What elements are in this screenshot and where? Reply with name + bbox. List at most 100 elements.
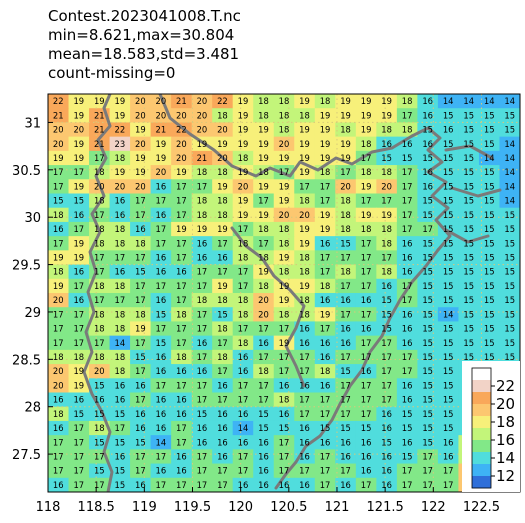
cell-value: 17 bbox=[53, 167, 64, 177]
cell-value: 17 bbox=[238, 451, 249, 461]
cell-value-labels: 22 19 19 19 20 20 21 20 22 19 18 18 19 18 19 19 19 18 16 14… bbox=[53, 96, 515, 490]
y-tick-label: 30 bbox=[24, 211, 41, 226]
colorbar-swatch bbox=[472, 416, 491, 429]
cell-value: 16 bbox=[217, 451, 228, 461]
heatmap-cell bbox=[458, 207, 480, 223]
heatmap-cell bbox=[273, 463, 295, 479]
cell-value: 17 bbox=[361, 309, 372, 319]
cell-value: 16 bbox=[197, 338, 208, 348]
heatmap-cell bbox=[109, 349, 131, 365]
cell-value: 17 bbox=[279, 324, 290, 334]
cell-value: 15 bbox=[463, 238, 474, 248]
heatmap-cell bbox=[294, 193, 316, 209]
cell-value: 16 bbox=[402, 395, 413, 405]
cell-value: 17 bbox=[320, 480, 331, 490]
heatmap-cell bbox=[109, 406, 131, 422]
heatmap-cell bbox=[48, 136, 70, 152]
heatmap-cell bbox=[171, 193, 193, 209]
cell-value: 17 bbox=[217, 238, 228, 248]
heatmap-cell bbox=[191, 108, 213, 124]
cell-value: 17 bbox=[320, 267, 331, 277]
cell-value: 19 bbox=[238, 139, 249, 149]
cell-value: 19 bbox=[73, 181, 84, 191]
heatmap-cell bbox=[458, 293, 480, 308]
heatmap-cell bbox=[191, 477, 213, 492]
cell-value: 19 bbox=[114, 96, 125, 106]
heatmap-cell bbox=[68, 449, 90, 465]
min-max-stat: min=8.621,max=30.804 bbox=[48, 26, 235, 44]
heatmap-cell bbox=[437, 94, 460, 109]
cell-value: 16 bbox=[238, 366, 249, 376]
cell-value: 15 bbox=[484, 267, 495, 277]
heatmap-cell bbox=[335, 150, 357, 166]
cell-value: 17 bbox=[258, 196, 269, 206]
cell-value: 20 bbox=[197, 96, 208, 106]
heatmap-cell bbox=[89, 321, 111, 337]
cell-value: 17 bbox=[361, 267, 372, 277]
cell-value: 19 bbox=[279, 338, 290, 348]
heatmap-cell bbox=[150, 207, 172, 223]
longitude-axis: 118 118.5 119 119.5 120 120.5 121 121.5 122 122.5 bbox=[36, 487, 500, 515]
heatmap-cell bbox=[232, 108, 254, 124]
heatmap-cell bbox=[89, 349, 111, 365]
cell-value: 17 bbox=[217, 466, 228, 476]
colorbar-swatch bbox=[472, 452, 491, 465]
cell-value: 19 bbox=[73, 110, 84, 120]
cell-value: 16 bbox=[197, 437, 208, 447]
heatmap-cell bbox=[232, 335, 254, 351]
cell-value: 15 bbox=[443, 352, 454, 362]
heatmap-cell bbox=[478, 293, 501, 308]
heatmap-cell bbox=[150, 264, 172, 280]
cell-value: 17 bbox=[73, 466, 84, 476]
cell-value: 17 bbox=[53, 324, 64, 334]
heatmap-cell bbox=[294, 293, 316, 308]
cell-value: 16 bbox=[402, 238, 413, 248]
cell-value: 17 bbox=[176, 480, 187, 490]
heatmap-cell bbox=[130, 165, 152, 180]
heatmap-cell bbox=[253, 207, 275, 223]
coastline-bay bbox=[410, 126, 452, 252]
heatmap-cell bbox=[335, 321, 357, 337]
heatmap-cell bbox=[376, 221, 398, 237]
cell-value: 17 bbox=[320, 324, 331, 334]
cell-value: 16 bbox=[114, 210, 125, 220]
cell-value: 19 bbox=[73, 139, 84, 149]
heatmap-cell bbox=[335, 349, 357, 365]
cell-value: 17 bbox=[361, 196, 372, 206]
cell-value: 18 bbox=[217, 352, 228, 362]
heatmap-cell bbox=[109, 136, 131, 152]
heatmap-cell bbox=[355, 207, 377, 223]
heatmap-cell bbox=[232, 307, 254, 323]
cell-value: 15 bbox=[381, 295, 392, 305]
cell-value: 17 bbox=[94, 210, 105, 220]
heatmap-cell bbox=[458, 307, 480, 323]
cell-value: 19 bbox=[381, 110, 392, 120]
heatmap-cell bbox=[376, 378, 398, 394]
heatmap-cell bbox=[499, 108, 520, 124]
heatmap-cell bbox=[212, 250, 234, 266]
heatmap-cell bbox=[478, 108, 501, 124]
heatmap-cell bbox=[109, 221, 131, 237]
heatmap-cell bbox=[232, 463, 254, 479]
heatmap-cell bbox=[232, 179, 254, 195]
cell-value: 16 bbox=[197, 366, 208, 376]
cell-value: 17 bbox=[135, 281, 146, 291]
cell-value: 20 bbox=[53, 380, 64, 390]
cell-value: 17 bbox=[94, 153, 105, 163]
cell-value: 14 bbox=[114, 338, 125, 348]
heatmap-cell bbox=[48, 307, 70, 323]
cell-value: 17 bbox=[340, 167, 351, 177]
cell-value: 18 bbox=[197, 295, 208, 305]
heatmap-cell bbox=[89, 463, 111, 479]
y-tick-label: 29 bbox=[24, 306, 41, 321]
cell-value: 18 bbox=[381, 267, 392, 277]
cell-value: 15 bbox=[340, 423, 351, 433]
heatmap-cell bbox=[68, 307, 90, 323]
heatmap-cell bbox=[355, 378, 377, 394]
heatmap-cell bbox=[212, 364, 234, 379]
heatmap-cell bbox=[437, 420, 460, 436]
cell-value: 15 bbox=[463, 352, 474, 362]
heatmap-cell bbox=[130, 293, 152, 308]
cell-value: 15 bbox=[135, 267, 146, 277]
heatmap-cell bbox=[437, 335, 460, 351]
